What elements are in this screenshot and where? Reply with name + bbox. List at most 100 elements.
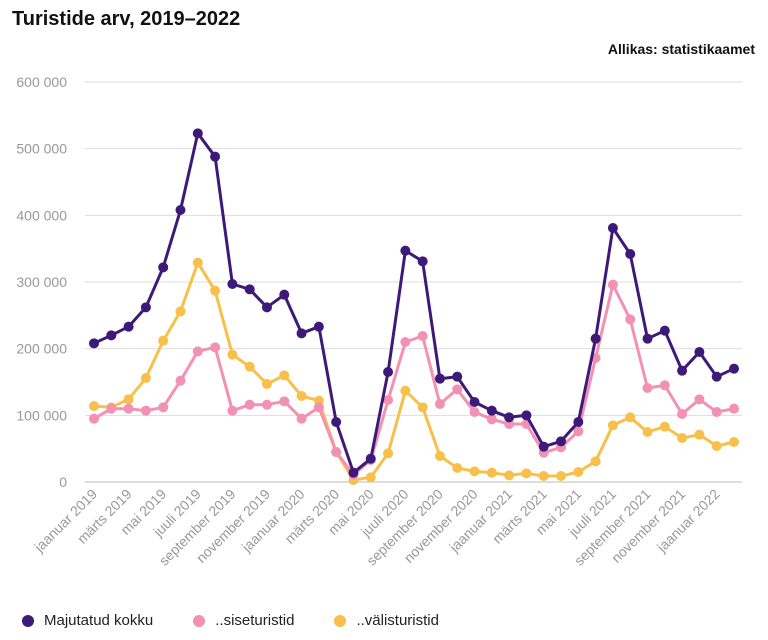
data-point-valisturistid <box>296 391 307 401</box>
data-point-majutatud-kokku <box>365 453 376 464</box>
data-point-valisturistid <box>227 349 238 360</box>
data-point-majutatud-kokku <box>694 347 705 357</box>
data-point-majutatud-kokku <box>486 405 497 416</box>
data-point-valisturistid <box>192 257 203 268</box>
data-point-valisturistid <box>521 468 532 479</box>
data-point-siseturistid <box>659 380 670 391</box>
data-point-valisturistid <box>590 456 601 467</box>
legend-item-majutatud-kokku[interactable]: Majutatud kokku <box>22 612 153 629</box>
data-point-siseturistid <box>279 396 290 407</box>
data-point-valisturistid <box>659 421 670 432</box>
data-point-majutatud-kokku <box>348 467 359 478</box>
data-point-siseturistid <box>175 375 186 386</box>
data-point-majutatud-kokku <box>383 367 394 377</box>
data-point-majutatud-kokku <box>140 302 151 313</box>
data-point-valisturistid <box>642 427 653 437</box>
data-point-majutatud-kokku <box>175 205 186 215</box>
data-point-valisturistid <box>279 370 290 381</box>
data-point-siseturistid <box>642 383 653 393</box>
data-point-siseturistid <box>434 399 445 409</box>
data-point-majutatud-kokku <box>313 321 324 332</box>
chart-legend: Majutatud kokku ..siseturistid ..välistu… <box>22 612 479 629</box>
data-point-majutatud-kokku <box>538 441 549 452</box>
data-point-majutatud-kokku <box>261 302 272 313</box>
data-point-siseturistid <box>89 413 99 424</box>
data-point-valisturistid <box>417 402 428 413</box>
data-point-majutatud-kokku <box>106 330 117 341</box>
data-point-majutatud-kokku <box>607 223 618 233</box>
data-point-siseturistid <box>123 403 134 414</box>
data-point-majutatud-kokku <box>642 333 653 344</box>
y-tick-label: 100 000 <box>16 407 67 423</box>
data-point-valisturistid <box>400 385 411 396</box>
data-point-siseturistid <box>192 346 203 357</box>
data-point-majutatud-kokku <box>434 373 445 384</box>
data-point-siseturistid <box>140 405 151 416</box>
data-point-valisturistid <box>89 401 99 411</box>
y-tick-label: 200 000 <box>16 341 67 357</box>
legend-label-valisturistid: ..välisturistid <box>356 612 439 629</box>
data-point-majutatud-kokku <box>452 371 463 382</box>
data-point-majutatud-kokku <box>417 256 428 267</box>
data-point-majutatud-kokku <box>227 279 238 289</box>
data-point-siseturistid <box>417 331 428 341</box>
data-point-majutatud-kokku <box>123 321 134 332</box>
chart-title: Turistide arv, 2019–2022 <box>12 8 241 30</box>
data-point-majutatud-kokku <box>504 412 515 423</box>
data-point-majutatud-kokku <box>659 325 670 336</box>
data-point-siseturistid <box>452 384 463 395</box>
data-point-siseturistid <box>106 403 117 414</box>
data-point-siseturistid <box>400 337 411 347</box>
data-point-majutatud-kokku <box>469 397 480 407</box>
data-point-valisturistid <box>538 471 549 481</box>
data-point-valisturistid <box>573 467 584 477</box>
data-point-valisturistid <box>486 467 497 478</box>
legend-label-siseturistid: ..siseturistid <box>215 612 295 629</box>
data-point-siseturistid <box>261 399 272 410</box>
legend-marker-valisturistid <box>334 614 347 627</box>
data-point-majutatud-kokku <box>244 284 255 295</box>
legend-marker-siseturistid <box>193 614 206 627</box>
data-point-majutatud-kokku <box>729 363 739 374</box>
data-point-valisturistid <box>694 429 705 440</box>
legend-item-siseturistid[interactable]: ..siseturistid <box>193 612 294 629</box>
data-point-valisturistid <box>556 471 567 481</box>
data-point-valisturistid <box>677 433 688 443</box>
data-point-valisturistid <box>452 463 463 473</box>
data-point-majutatud-kokku <box>210 151 221 162</box>
data-point-siseturistid <box>244 399 255 410</box>
data-point-siseturistid <box>158 402 169 413</box>
data-point-valisturistid <box>123 394 134 405</box>
legend-marker-majutatud-kokku <box>22 614 34 627</box>
data-point-siseturistid <box>469 407 480 417</box>
data-point-siseturistid <box>573 426 584 437</box>
data-point-siseturistid <box>486 414 497 425</box>
data-point-valisturistid <box>158 335 169 346</box>
data-point-valisturistid <box>175 306 186 317</box>
data-point-valisturistid <box>711 441 722 451</box>
data-point-majutatud-kokku <box>400 245 411 256</box>
data-point-valisturistid <box>210 285 221 296</box>
data-point-siseturistid <box>677 409 688 419</box>
legend-label-majutatud-kokku: Majutatud kokku <box>44 612 154 629</box>
y-tick-label: 0 <box>59 474 67 490</box>
data-point-majutatud-kokku <box>192 128 203 139</box>
legend-item-valisturistid[interactable]: ..välisturistid <box>334 612 439 629</box>
y-tick-label: 400 000 <box>16 207 67 223</box>
data-point-siseturistid <box>711 407 722 417</box>
data-point-majutatud-kokku <box>677 365 688 376</box>
data-point-siseturistid <box>729 403 739 414</box>
data-point-siseturistid <box>331 447 342 457</box>
data-point-siseturistid <box>694 394 705 405</box>
data-point-majutatud-kokku <box>521 410 532 421</box>
data-point-majutatud-kokku <box>556 436 567 447</box>
data-point-majutatud-kokku <box>711 371 722 382</box>
data-point-valisturistid <box>365 472 376 483</box>
data-point-siseturistid <box>227 405 238 416</box>
series-line-majutatud-kokku <box>92 131 736 475</box>
chart-source: Allikas: statistikaamet <box>607 41 755 57</box>
data-point-majutatud-kokku <box>158 262 169 273</box>
data-point-valisturistid <box>244 361 255 372</box>
y-tick-label: 500 000 <box>16 141 67 157</box>
